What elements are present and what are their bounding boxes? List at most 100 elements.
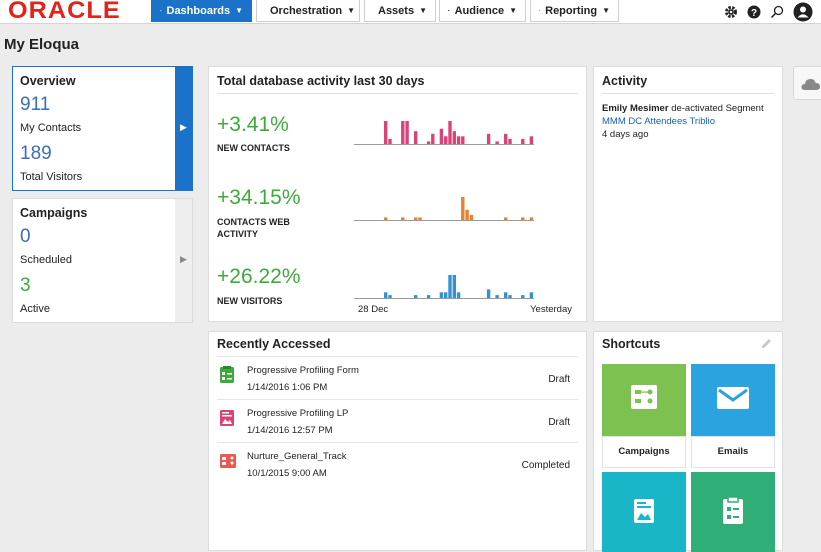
cloud-side-button[interactable]: [793, 66, 821, 100]
sparkline-bar: [465, 210, 468, 220]
sparkline-bar: [388, 295, 391, 298]
sparkline-bar: [401, 121, 404, 144]
sparkline-bar: [440, 129, 443, 144]
sparkline-bar: [457, 292, 460, 298]
form-icon: [219, 366, 235, 384]
web-activity-label: CONTACTS WEB ACTIVITY: [217, 216, 317, 240]
sparkline-bar: [414, 217, 417, 220]
chevron-down-icon: ▼: [419, 6, 427, 15]
new-contacts-label: NEW CONTACTS: [217, 142, 317, 154]
divider: [217, 93, 578, 94]
oracle-logo[interactable]: ORACLE: [8, 0, 121, 25]
active-label: Active: [20, 303, 50, 315]
top-nav: ORACLE Dashboards▼ Orchestration▼ Assets…: [0, 0, 821, 24]
email-icon: [716, 386, 750, 410]
user-avatar-icon[interactable]: [793, 2, 813, 22]
sparkline-bar: [530, 136, 533, 144]
campaigns-panel[interactable]: Campaigns 0 Scheduled 3 Active ▶: [12, 198, 193, 323]
divider: [602, 93, 774, 94]
recent-item-name: Progressive Profiling LP: [247, 408, 348, 419]
landing-page-icon: [633, 498, 655, 524]
activity-title: Activity: [602, 74, 647, 88]
shortcut-forms[interactable]: [691, 472, 775, 552]
shortcut-emails[interactable]: [691, 364, 775, 436]
sparkline-bar: [504, 292, 507, 298]
sparkline-bar: [444, 136, 447, 144]
database-activity-panel: Total database activity last 30 days +3.…: [208, 66, 587, 322]
web-activity-percent: +34.15%: [217, 186, 301, 210]
visitors-label: Total Visitors: [20, 171, 82, 183]
recent-item[interactable]: Progressive Profiling Form 1/14/2016 1:0…: [217, 356, 578, 398]
scheduled-label: Scheduled: [20, 254, 72, 266]
sparkline-bar: [470, 215, 473, 220]
recent-item[interactable]: Progressive Profiling LP 1/14/2016 12:57…: [217, 399, 578, 441]
shortcuts-panel: Shortcuts Campaigns Emails: [593, 331, 783, 551]
overview-title: Overview: [20, 74, 76, 88]
recent-item[interactable]: Nurture_General_Track 10/1/2015 9:00 AM …: [217, 442, 578, 484]
sparkline-bar: [440, 292, 443, 298]
audience-icon: [448, 3, 450, 18]
database-activity-title: Total database activity last 30 days: [217, 74, 425, 88]
new-visitors-label: NEW VISITORS: [217, 295, 317, 307]
chevron-down-icon: ▼: [235, 6, 243, 15]
landing-page-icon: [219, 409, 235, 427]
sparkline-bar: [521, 139, 524, 144]
web-activity-sparkline: [354, 195, 534, 221]
sparkline-bar: [427, 295, 430, 298]
sparkline-bar: [453, 275, 456, 298]
chevron-down-icon: ▼: [509, 6, 517, 15]
home-icon: [160, 3, 162, 18]
gear-icon[interactable]: [724, 5, 738, 19]
search-icon[interactable]: [770, 5, 784, 19]
recently-accessed-panel: Recently Accessed Progressive Profiling …: [208, 331, 587, 551]
sparkline-bar: [405, 121, 408, 144]
sparkline-bar: [444, 292, 447, 298]
sparkline-bar: [453, 131, 456, 144]
recently-accessed-title: Recently Accessed: [217, 337, 331, 351]
sparkline-bar: [448, 275, 451, 298]
help-icon[interactable]: ?: [747, 5, 761, 19]
cloud-icon: [801, 77, 821, 91]
activity-link[interactable]: MMM DC Attendees Triblio: [602, 116, 715, 127]
overview-expand-button[interactable]: ▶: [175, 67, 192, 190]
axis-start-label: 28 Dec: [358, 304, 388, 315]
campaigns-expand-button[interactable]: ▶: [175, 199, 192, 322]
sparkline-bar: [504, 134, 507, 144]
shortcut-campaigns-label[interactable]: Campaigns: [602, 436, 686, 468]
sparkline-bar: [461, 197, 464, 220]
sparkline-bar: [487, 134, 490, 144]
shortcut-emails-label[interactable]: Emails: [691, 436, 775, 468]
sparkline-bar: [457, 136, 460, 144]
shortcut-campaigns[interactable]: [602, 364, 686, 436]
activity-user[interactable]: Emily Mesimer: [602, 103, 669, 114]
sparkline-bar: [461, 136, 464, 144]
sparkline-bar: [487, 289, 490, 298]
sparkline-bar: [530, 217, 533, 220]
sparkline-bar: [495, 295, 498, 298]
sparkline-bar: [388, 139, 391, 144]
tab-assets[interactable]: Assets▼: [364, 0, 436, 22]
overview-panel[interactable]: Overview 911 My Contacts 189 Total Visit…: [12, 66, 193, 191]
sparkline-bar: [427, 141, 430, 144]
contacts-label: My Contacts: [20, 122, 81, 134]
tab-audience[interactable]: Audience▼: [439, 0, 526, 22]
tab-orchestration[interactable]: Orchestration▼: [256, 0, 360, 22]
axis-end-label: Yesterday: [530, 304, 572, 315]
sparkline-bar: [508, 295, 511, 298]
tab-reporting[interactable]: Reporting▼: [530, 0, 619, 22]
campaign-icon: [219, 452, 237, 470]
sparkline-bar: [448, 121, 451, 144]
chevron-right-icon: ▶: [180, 254, 187, 265]
edit-pencil-icon[interactable]: [761, 338, 772, 349]
shortcut-landing-pages[interactable]: [602, 472, 686, 552]
chevron-down-icon: ▼: [602, 6, 610, 15]
activity-time: 4 days ago: [602, 129, 648, 140]
sparkline-bar: [504, 217, 507, 220]
chevron-right-icon: ▶: [180, 122, 187, 133]
tab-dashboards[interactable]: Dashboards▼: [151, 0, 252, 22]
shortcuts-title: Shortcuts: [602, 337, 660, 351]
recent-item-date: 1/14/2016 12:57 PM: [247, 425, 333, 436]
sparkline-bar: [414, 131, 417, 144]
sparkline-bar: [414, 295, 417, 298]
new-contacts-sparkline: [354, 119, 534, 145]
